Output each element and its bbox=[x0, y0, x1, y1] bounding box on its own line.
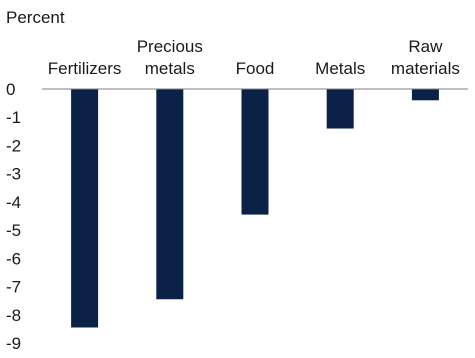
x-category-label-line: Raw bbox=[408, 37, 443, 56]
y-tick-label: -2 bbox=[6, 136, 21, 155]
x-category-label-line: Fertilizers bbox=[48, 59, 122, 78]
x-category-label: Precious metals bbox=[137, 37, 203, 78]
y-tick-label: -7 bbox=[6, 278, 21, 297]
x-category-label-line: Metals bbox=[315, 59, 365, 78]
x-category-label-line: materials bbox=[391, 59, 460, 78]
x-category-label-line: Food bbox=[236, 59, 275, 78]
y-axis-ticks: 0 -1 -2 -3 -4 -5 -6 -7 -8 -9 bbox=[6, 80, 21, 353]
bar bbox=[241, 89, 269, 215]
y-tick-label: -6 bbox=[6, 249, 21, 268]
x-category-label-line: Precious bbox=[137, 37, 203, 56]
y-tick-label: -8 bbox=[6, 306, 21, 325]
y-tick-label: -4 bbox=[6, 193, 21, 212]
bar bbox=[71, 89, 99, 328]
y-axis-label: Percent bbox=[6, 8, 65, 27]
x-category-label-line: metals bbox=[145, 59, 195, 78]
x-category-label: Metals bbox=[315, 59, 365, 78]
y-tick-label: -3 bbox=[6, 165, 21, 184]
bar-series bbox=[71, 89, 439, 328]
x-category-label: Fertilizers bbox=[48, 59, 122, 78]
bar bbox=[156, 89, 184, 300]
y-tick-label: 0 bbox=[6, 80, 15, 99]
x-category-label: Raw materials bbox=[391, 37, 460, 78]
bar bbox=[411, 89, 439, 101]
x-axis-category-labels: Fertilizers Precious metals Food Metals Raw ma… bbox=[48, 37, 460, 78]
y-tick-label: -1 bbox=[6, 108, 21, 127]
y-tick-label: -5 bbox=[6, 221, 21, 240]
y-tick-label: -9 bbox=[6, 334, 21, 353]
bar bbox=[326, 89, 354, 129]
x-category-label: Food bbox=[236, 59, 275, 78]
